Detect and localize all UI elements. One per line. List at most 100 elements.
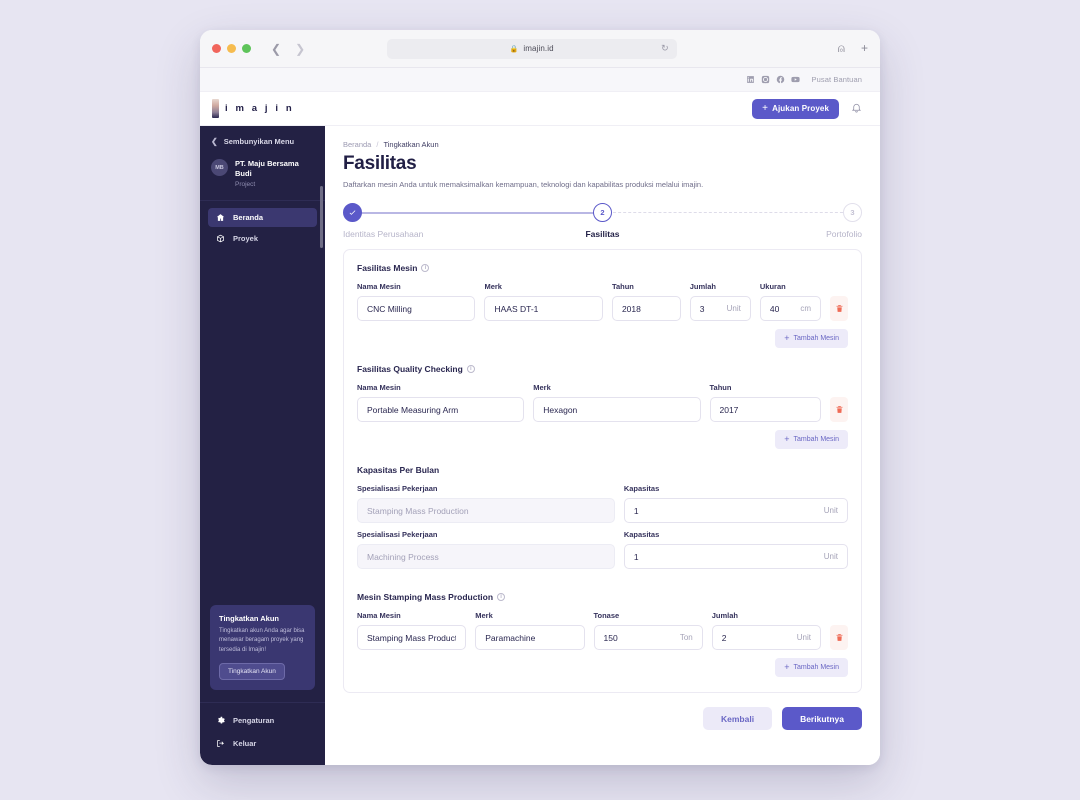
sidebar-scrollbar[interactable] (320, 186, 323, 248)
breadcrumb-home[interactable]: Beranda (343, 140, 372, 149)
info-icon[interactable]: i (421, 264, 430, 272)
field-label: Jumlah (689, 282, 716, 291)
youtube-icon[interactable] (791, 75, 801, 84)
reload-icon[interactable]: ↻ (661, 43, 669, 53)
ukuran-input[interactable]: 40 cm (759, 296, 821, 321)
lock-icon: 🔒 (509, 45, 519, 53)
info-icon[interactable]: i (497, 593, 506, 601)
logo-mark-icon (212, 99, 219, 118)
stamp-nama-input[interactable]: Stamping Mass Producti (357, 625, 467, 650)
share-icon[interactable]: ⍝ (837, 41, 845, 55)
sidebar-bottom-nav: Pengaturan Keluar (200, 702, 325, 765)
help-center-link[interactable]: Pusat Bantuan (811, 75, 862, 84)
sidebar-divider (200, 200, 325, 202)
quality-row: Nama Mesin Portable Measuring Arm Merk H… (357, 383, 848, 422)
linkedin-icon[interactable] (746, 75, 755, 84)
spesialisasi-input-2[interactable]: Machining Process (357, 544, 615, 569)
spesialisasi-input-1[interactable]: Stamping Mass Production (357, 498, 615, 523)
kapasitas-input-1[interactable]: 1 Unit (623, 498, 848, 523)
check-icon (349, 210, 356, 215)
input-value: 3 (699, 303, 705, 314)
browser-chrome: ❮ ❯ 🔒 imajin.id ↻ ⍝ + (200, 30, 880, 68)
address-bar[interactable]: 🔒 imajin.id ↻ (386, 38, 677, 59)
hide-menu-button[interactable]: ❮ Sembunyikan Menu (200, 126, 325, 155)
field-kapasitas-1: Kapasitas 1 Unit (623, 484, 848, 523)
delete-qc-button[interactable] (830, 397, 848, 422)
stamp-jumlah-input[interactable]: 2 Unit (711, 625, 821, 650)
notification-bell-icon[interactable] (851, 100, 862, 118)
input-value: Stamping Mass Producti (367, 632, 457, 643)
field-label: Nama Mesin (357, 282, 401, 291)
step-1[interactable]: Identitas Perusahaan (343, 203, 463, 239)
traffic-lights (212, 44, 251, 53)
close-window-button[interactable] (212, 44, 221, 53)
section-label: Mesin Stamping Mass Production (357, 592, 494, 602)
submit-project-button[interactable]: + Ajukan Proyek (752, 98, 839, 119)
sidebar-item-keluar[interactable]: Keluar (208, 735, 317, 751)
tonase-input[interactable]: 150 Ton (593, 625, 703, 650)
nama-mesin-input[interactable]: CNC Milling (357, 296, 476, 321)
qc-merk-input[interactable]: Hexagon (533, 397, 701, 422)
delete-stamping-button[interactable] (830, 625, 848, 650)
field-label: Tahun (709, 383, 732, 392)
instagram-icon[interactable] (761, 75, 770, 84)
add-stamping-label: Tambah Mesin (793, 664, 839, 671)
input-value: 2018 (621, 303, 641, 314)
minimize-window-button[interactable] (227, 44, 236, 53)
facebook-icon[interactable] (776, 75, 785, 84)
sidebar-item-proyek[interactable]: Proyek (208, 229, 317, 248)
field-spesialisasi-2: Spesialisasi Pekerjaan Machining Process (357, 530, 615, 569)
input-suffix: Unit (726, 304, 741, 313)
stepper-segment-todo (602, 212, 853, 213)
gear-icon (218, 716, 225, 723)
merk-input[interactable]: HAAS DT-1 (484, 296, 603, 321)
stamp-merk-input[interactable]: Paramachine (475, 625, 585, 650)
delete-machine-button[interactable] (830, 296, 848, 321)
qc-tahun-input[interactable]: 2017 (709, 397, 821, 422)
jumlah-input[interactable]: 3 Unit (689, 296, 751, 321)
section-title-quality: Fasilitas Quality Checking i (357, 364, 848, 374)
step-2-circle: 2 (593, 203, 612, 222)
upgrade-account-button[interactable]: Tingkatkan Akun (219, 663, 285, 680)
field-merk: Merk HAAS DT-1 (484, 282, 603, 321)
sidebar-item-label: Proyek (233, 234, 259, 244)
section-label: Fasilitas Quality Checking (357, 364, 463, 374)
back-icon[interactable]: ❮ (271, 41, 282, 56)
social-links (746, 75, 801, 84)
field-label: Nama Mesin (357, 611, 401, 620)
input-suffix: Unit (823, 552, 838, 561)
plus-icon: + (784, 434, 790, 444)
maximize-window-button[interactable] (242, 44, 251, 53)
step-2[interactable]: 2 Fasilitas (543, 203, 663, 239)
add-qc-button[interactable]: + Tambah Mesin (775, 430, 848, 449)
field-qc-tahun: Tahun 2017 (709, 383, 821, 422)
profile-role: Project (235, 181, 256, 189)
input-value: Paramachine (485, 632, 536, 643)
field-qc-nama: Nama Mesin Portable Measuring Arm (357, 383, 525, 422)
sidebar-profile[interactable]: MB PT. Maju Bersama Budi Project (200, 155, 325, 200)
input-value: 150 (603, 632, 618, 643)
add-machine-button[interactable]: + Tambah Mesin (775, 329, 848, 348)
back-button[interactable]: Kembali (702, 707, 773, 730)
new-tab-icon[interactable]: + (860, 41, 868, 55)
next-button[interactable]: Berikutnya (782, 707, 862, 730)
sidebar-item-beranda[interactable]: Beranda (208, 208, 317, 228)
add-stamping-button[interactable]: + Tambah Mesin (775, 658, 848, 677)
sidebar-item-pengaturan[interactable]: Pengaturan (208, 712, 317, 728)
step-3-circle: 3 (843, 203, 862, 222)
kapasitas-input-2[interactable]: 1 Unit (623, 544, 848, 569)
progress-stepper: Identitas Perusahaan 2 Fasilitas 3 Porto… (343, 203, 862, 241)
chevron-left-icon: ❮ (211, 137, 218, 146)
field-stamp-nama: Nama Mesin Stamping Mass Producti (357, 611, 467, 650)
field-stamp-merk: Merk Paramachine (475, 611, 585, 650)
qc-nama-input[interactable]: Portable Measuring Arm (357, 397, 525, 422)
step-3[interactable]: 3 Portofolio (742, 203, 862, 239)
info-icon[interactable]: i (466, 365, 475, 373)
input-value: Machining Process (367, 551, 439, 562)
forward-icon[interactable]: ❯ (295, 41, 306, 56)
input-value: 2 (721, 632, 727, 643)
imajin-logo[interactable]: i m a j i n (212, 99, 294, 118)
tahun-input[interactable]: 2018 (611, 296, 681, 321)
input-suffix: Ton (679, 633, 693, 642)
section-title-kapasitas: Kapasitas Per Bulan (357, 465, 848, 475)
